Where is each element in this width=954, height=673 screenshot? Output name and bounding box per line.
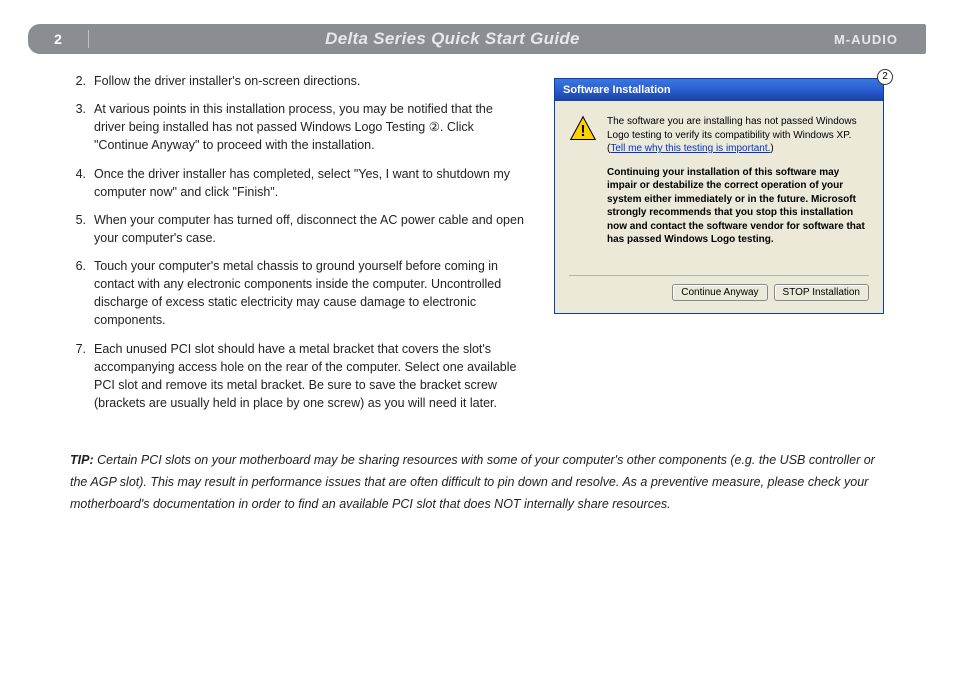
list-item: 5.When your computer has turned off, dis…	[70, 211, 524, 247]
step-text: Follow the driver installer's on-screen …	[94, 72, 524, 90]
continue-anyway-button[interactable]: Continue Anyway	[672, 284, 767, 301]
list-item: 3.At various points in this installation…	[70, 100, 524, 154]
list-item: 4.Once the driver installer has complete…	[70, 165, 524, 201]
content-area: 2.Follow the driver installer's on-scree…	[70, 72, 884, 643]
instructions-column: 2.Follow the driver installer's on-scree…	[70, 72, 524, 422]
header-divider	[88, 30, 89, 48]
callout-badge: 2	[877, 69, 893, 85]
warning-icon: !	[569, 115, 597, 143]
dialog-para2: Continuing your installation of this sof…	[607, 166, 869, 247]
page-number: 2	[28, 31, 88, 47]
brand-logo-text: M-AUDIO	[806, 32, 926, 47]
tip-block: TIP: Certain PCI slots on your motherboa…	[70, 450, 884, 516]
step-text: Touch your computer's metal chassis to g…	[94, 257, 524, 330]
dialog-para1: The software you are installing has not …	[607, 115, 869, 156]
tip-label: TIP:	[70, 453, 94, 467]
dialog-footer: Continue Anyway STOP Installation	[555, 276, 883, 313]
page-title: Delta Series Quick Start Guide	[99, 29, 806, 49]
stop-installation-button[interactable]: STOP Installation	[774, 284, 869, 301]
step-number: 7.	[70, 340, 94, 413]
dialog-para1-b: )	[770, 143, 773, 154]
step-number: 4.	[70, 165, 94, 201]
dialog-titlebar: Software Installation	[555, 79, 883, 101]
step-number: 3.	[70, 100, 94, 154]
screenshot-column: 2 Software Installation ! The software y…	[554, 72, 884, 422]
tell-me-why-link[interactable]: Tell me why this testing is important.	[610, 143, 770, 154]
step-text: Once the driver installer has completed,…	[94, 165, 524, 201]
step-number: 5.	[70, 211, 94, 247]
list-item: 6.Touch your computer's metal chassis to…	[70, 257, 524, 330]
step-text: When your computer has turned off, disco…	[94, 211, 524, 247]
header-bar: 2 Delta Series Quick Start Guide M-AUDIO	[28, 24, 926, 54]
step-list: 2.Follow the driver installer's on-scree…	[70, 72, 524, 412]
svg-text:!: !	[580, 123, 585, 140]
list-item: 2.Follow the driver installer's on-scree…	[70, 72, 524, 90]
dialog-body: ! The software you are installing has no…	[555, 101, 883, 267]
step-number: 2.	[70, 72, 94, 90]
xp-dialog: 2 Software Installation ! The software y…	[554, 78, 884, 314]
tip-text: Certain PCI slots on your motherboard ma…	[70, 453, 875, 511]
step-number: 6.	[70, 257, 94, 330]
list-item: 7.Each unused PCI slot should have a met…	[70, 340, 524, 413]
dialog-text: The software you are installing has not …	[607, 115, 869, 257]
dialog-title: Software Installation	[563, 84, 671, 96]
step-text: Each unused PCI slot should have a metal…	[94, 340, 524, 413]
step-text: At various points in this installation p…	[94, 100, 524, 154]
